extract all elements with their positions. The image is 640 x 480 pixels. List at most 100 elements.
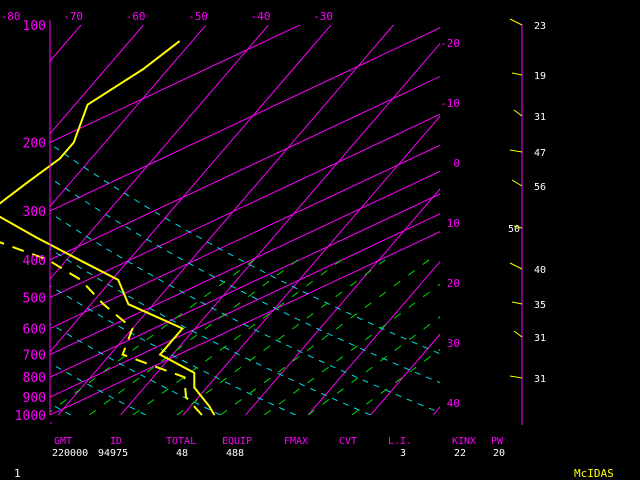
isobar-line (50, 25, 301, 143)
side-temperature-labels: -20 -10 0 10 20 30 40 (440, 37, 460, 410)
mixing-ratio-line (264, 283, 440, 415)
wind-speed-label: 31 (534, 333, 546, 344)
index-label: KINX (452, 436, 476, 447)
index-value: 22 (454, 448, 466, 459)
top-temperature-label: -50 (188, 10, 208, 23)
index-label: CVT (339, 436, 357, 447)
brand-label: McIDAS (574, 467, 614, 480)
pressure-tick-label: 1000 (15, 409, 46, 424)
index-value: 94975 (98, 448, 128, 459)
mixing-ratio-lines (50, 259, 440, 415)
isotherm-grid (0, 25, 640, 415)
pressure-tick-label: 500 (23, 292, 46, 307)
isotherm-line (182, 115, 440, 415)
isotherm-line (307, 260, 440, 415)
dewpoint-profile-line (0, 241, 203, 416)
index-label: PW (491, 436, 504, 447)
dry-adiabat-line (50, 248, 371, 415)
isobar-line (50, 27, 440, 212)
wind-barb (511, 179, 523, 187)
side-temperature-label: 40 (447, 397, 460, 410)
dry-adiabat-line (50, 323, 221, 415)
side-temperature-label: -20 (440, 37, 460, 50)
wind-speed-label: 35 (534, 300, 546, 311)
mixing-ratio-line (307, 316, 440, 415)
top-temperature-label: -60 (126, 10, 146, 23)
side-temperature-label: 20 (447, 277, 460, 290)
isotherm-line (50, 25, 332, 353)
wind-speed-label: 50 (508, 224, 520, 235)
mixing-ratio-line (132, 259, 342, 415)
mixing-ratio-line (220, 259, 430, 415)
stability-indices: GMT ID TOTAL EQUIP FMAX CVT L.I. KINX PW 220000 94… (52, 436, 505, 459)
wind-barb (513, 109, 523, 117)
index-value: 220000 (52, 448, 88, 459)
adiabat-lines (50, 143, 440, 415)
pressure-tick-label: 200 (23, 136, 46, 151)
wind-barb (513, 330, 523, 338)
index-label: EQUIP (222, 436, 252, 447)
pressure-tick-label: 700 (23, 349, 46, 364)
isotherm-line (120, 42, 440, 415)
side-temperature-label: 0 (453, 157, 460, 170)
top-temperature-labels: -90-80-70-60-50-40-30 (1, 10, 333, 23)
isotherm-line (50, 25, 144, 135)
isotherm-line (245, 188, 440, 415)
isobar-line (50, 213, 440, 398)
dry-adiabat-line (50, 285, 296, 415)
isobar-line (50, 193, 440, 378)
mixing-ratio-line (50, 259, 255, 413)
wind-barb (509, 18, 523, 26)
wind-barb (513, 225, 523, 229)
pressure-tick-label: 300 (23, 205, 46, 220)
index-label: GMT (54, 436, 72, 447)
isotherm-line (0, 25, 19, 415)
isobar-line (50, 170, 440, 356)
wind-speed-label: 31 (534, 112, 546, 123)
index-value: 48 (176, 448, 188, 459)
wind-speed-label: 56 (534, 182, 546, 193)
mixing-ratio-line (351, 348, 440, 415)
index-value: 488 (226, 448, 244, 459)
top-temperature-label: -30 (313, 10, 333, 23)
side-temperature-label: -10 (440, 97, 460, 110)
side-temperature-label: 10 (447, 217, 460, 230)
isotherm-line (370, 333, 440, 415)
isobar-line (50, 231, 440, 415)
dry-adiabat-line (50, 143, 440, 355)
wind-barb (509, 149, 523, 153)
wind-speed-label: 31 (534, 374, 546, 385)
isotherm-line (496, 25, 640, 415)
index-label: FMAX (284, 436, 308, 447)
index-label: ID (110, 436, 122, 447)
pressure-tick-label: 400 (23, 254, 46, 269)
wind-speed-label: 47 (534, 148, 546, 159)
wind-barb (511, 301, 523, 305)
index-value: 3 (400, 448, 406, 459)
pressure-tick-label: 900 (23, 391, 46, 406)
index-value: 20 (493, 448, 505, 459)
pressure-axis-labels: 100 200 300 400 500 600 700 800 900 1000 (15, 19, 46, 424)
mixing-ratio-line (89, 259, 299, 415)
isobar-line (50, 113, 440, 299)
wind-barb (509, 375, 523, 379)
wind-speed-label: 23 (534, 21, 546, 32)
wind-column: 23 19 31 47 56 50 40 35 31 31 (508, 18, 546, 425)
page-number: 1 (14, 467, 21, 480)
sounding-profiles (0, 40, 216, 416)
mixing-ratio-line (176, 259, 386, 415)
top-temperature-label: -70 (63, 10, 83, 23)
wind-speed-label: 40 (534, 265, 546, 276)
pressure-tick-label: 100 (23, 19, 46, 34)
pressure-tick-label: 800 (23, 371, 46, 386)
top-temperature-label: -40 (251, 10, 271, 23)
dry-adiabat-line (50, 212, 440, 414)
isotherm-line (558, 25, 640, 415)
isotherm-line (50, 25, 269, 280)
wind-speed-label: 19 (534, 71, 546, 82)
wind-barb (511, 72, 523, 76)
temperature-profile-line (0, 40, 216, 416)
index-label: L.I. (388, 436, 412, 447)
isobar-line (50, 25, 52, 26)
